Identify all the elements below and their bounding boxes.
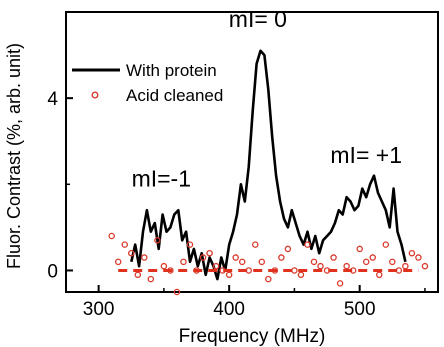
acid-cleaned-point	[173, 288, 181, 296]
y-axis-label: Fluor. Contrast (%, arb. unit)	[4, 43, 24, 269]
x-tick-label-400: 400	[213, 299, 245, 320]
series-with-protein-line	[130, 49, 407, 281]
annotation-label-2: mI= +1	[330, 142, 402, 168]
acid-cleaned-point	[225, 271, 233, 279]
acid-cleaned-point	[421, 262, 429, 270]
acid-cleaned-point	[356, 245, 363, 253]
axis-ticks: 300 400 500 0 4	[47, 89, 426, 320]
series-layer	[108, 49, 429, 296]
acid-cleaned-point	[265, 275, 272, 283]
acid-cleaned-point	[252, 241, 259, 248]
acid-cleaned-point	[206, 249, 213, 257]
x-tick-label-300: 300	[83, 299, 115, 320]
acid-cleaned-point	[128, 249, 135, 257]
legend-label-acid-cleaned: Acid cleaned	[126, 86, 223, 105]
y-tick-label-0: 0	[47, 261, 58, 282]
acid-cleaned-point	[160, 262, 168, 270]
acid-cleaned-point	[343, 262, 350, 270]
annotation-label-0: mI= 0	[229, 6, 287, 32]
acid-cleaned-point	[199, 254, 207, 261]
acid-cleaned-point	[369, 254, 376, 261]
acid-cleaned-point	[362, 258, 370, 266]
acid-cleaned-point	[382, 241, 390, 248]
acid-cleaned-point	[186, 241, 194, 248]
acid-cleaned-point	[180, 258, 187, 266]
acid-cleaned-point	[408, 249, 416, 257]
acid-cleaned-point	[238, 258, 246, 266]
acid-cleaned-point	[232, 254, 239, 261]
acid-cleaned-point	[330, 254, 337, 261]
acid-cleaned-point	[108, 232, 115, 240]
legend-label-with-protein: With protein	[126, 61, 217, 80]
legend: With protein Acid cleaned	[72, 61, 223, 105]
acid-cleaned-point	[258, 258, 266, 266]
acid-cleaned-point	[141, 254, 148, 261]
acid-cleaned-point	[310, 258, 318, 266]
plot-frame	[65, 11, 439, 293]
acid-cleaned-point	[154, 237, 161, 244]
y-tick-label-4: 4	[47, 89, 58, 110]
annotations: mI= 0 mI=-1 mI= +1	[132, 6, 402, 191]
acid-cleaned-point	[376, 271, 383, 279]
acid-cleaned-point	[402, 262, 409, 270]
acid-cleaned-point	[317, 262, 324, 270]
acid-cleaned-point	[114, 258, 122, 266]
acid-cleaned-point	[121, 241, 128, 248]
legend-dot-swatch	[91, 91, 99, 99]
acid-cleaned-point	[297, 271, 305, 279]
acid-cleaned-point	[336, 280, 344, 287]
acid-cleaned-point	[304, 241, 311, 248]
acid-cleaned-point	[147, 275, 155, 283]
acid-cleaned-point	[212, 262, 220, 270]
annotation-label-1: mI=-1	[132, 165, 191, 191]
acid-cleaned-point	[134, 271, 142, 279]
acid-cleaned-point	[278, 254, 285, 261]
x-axis-label: Frequency (MHz)	[179, 326, 326, 347]
acid-cleaned-point	[284, 245, 292, 253]
acid-cleaned-point	[415, 254, 422, 261]
acid-cleaned-point	[291, 267, 298, 274]
acid-cleaned-point	[389, 258, 396, 266]
x-tick-label-500: 500	[344, 299, 376, 320]
